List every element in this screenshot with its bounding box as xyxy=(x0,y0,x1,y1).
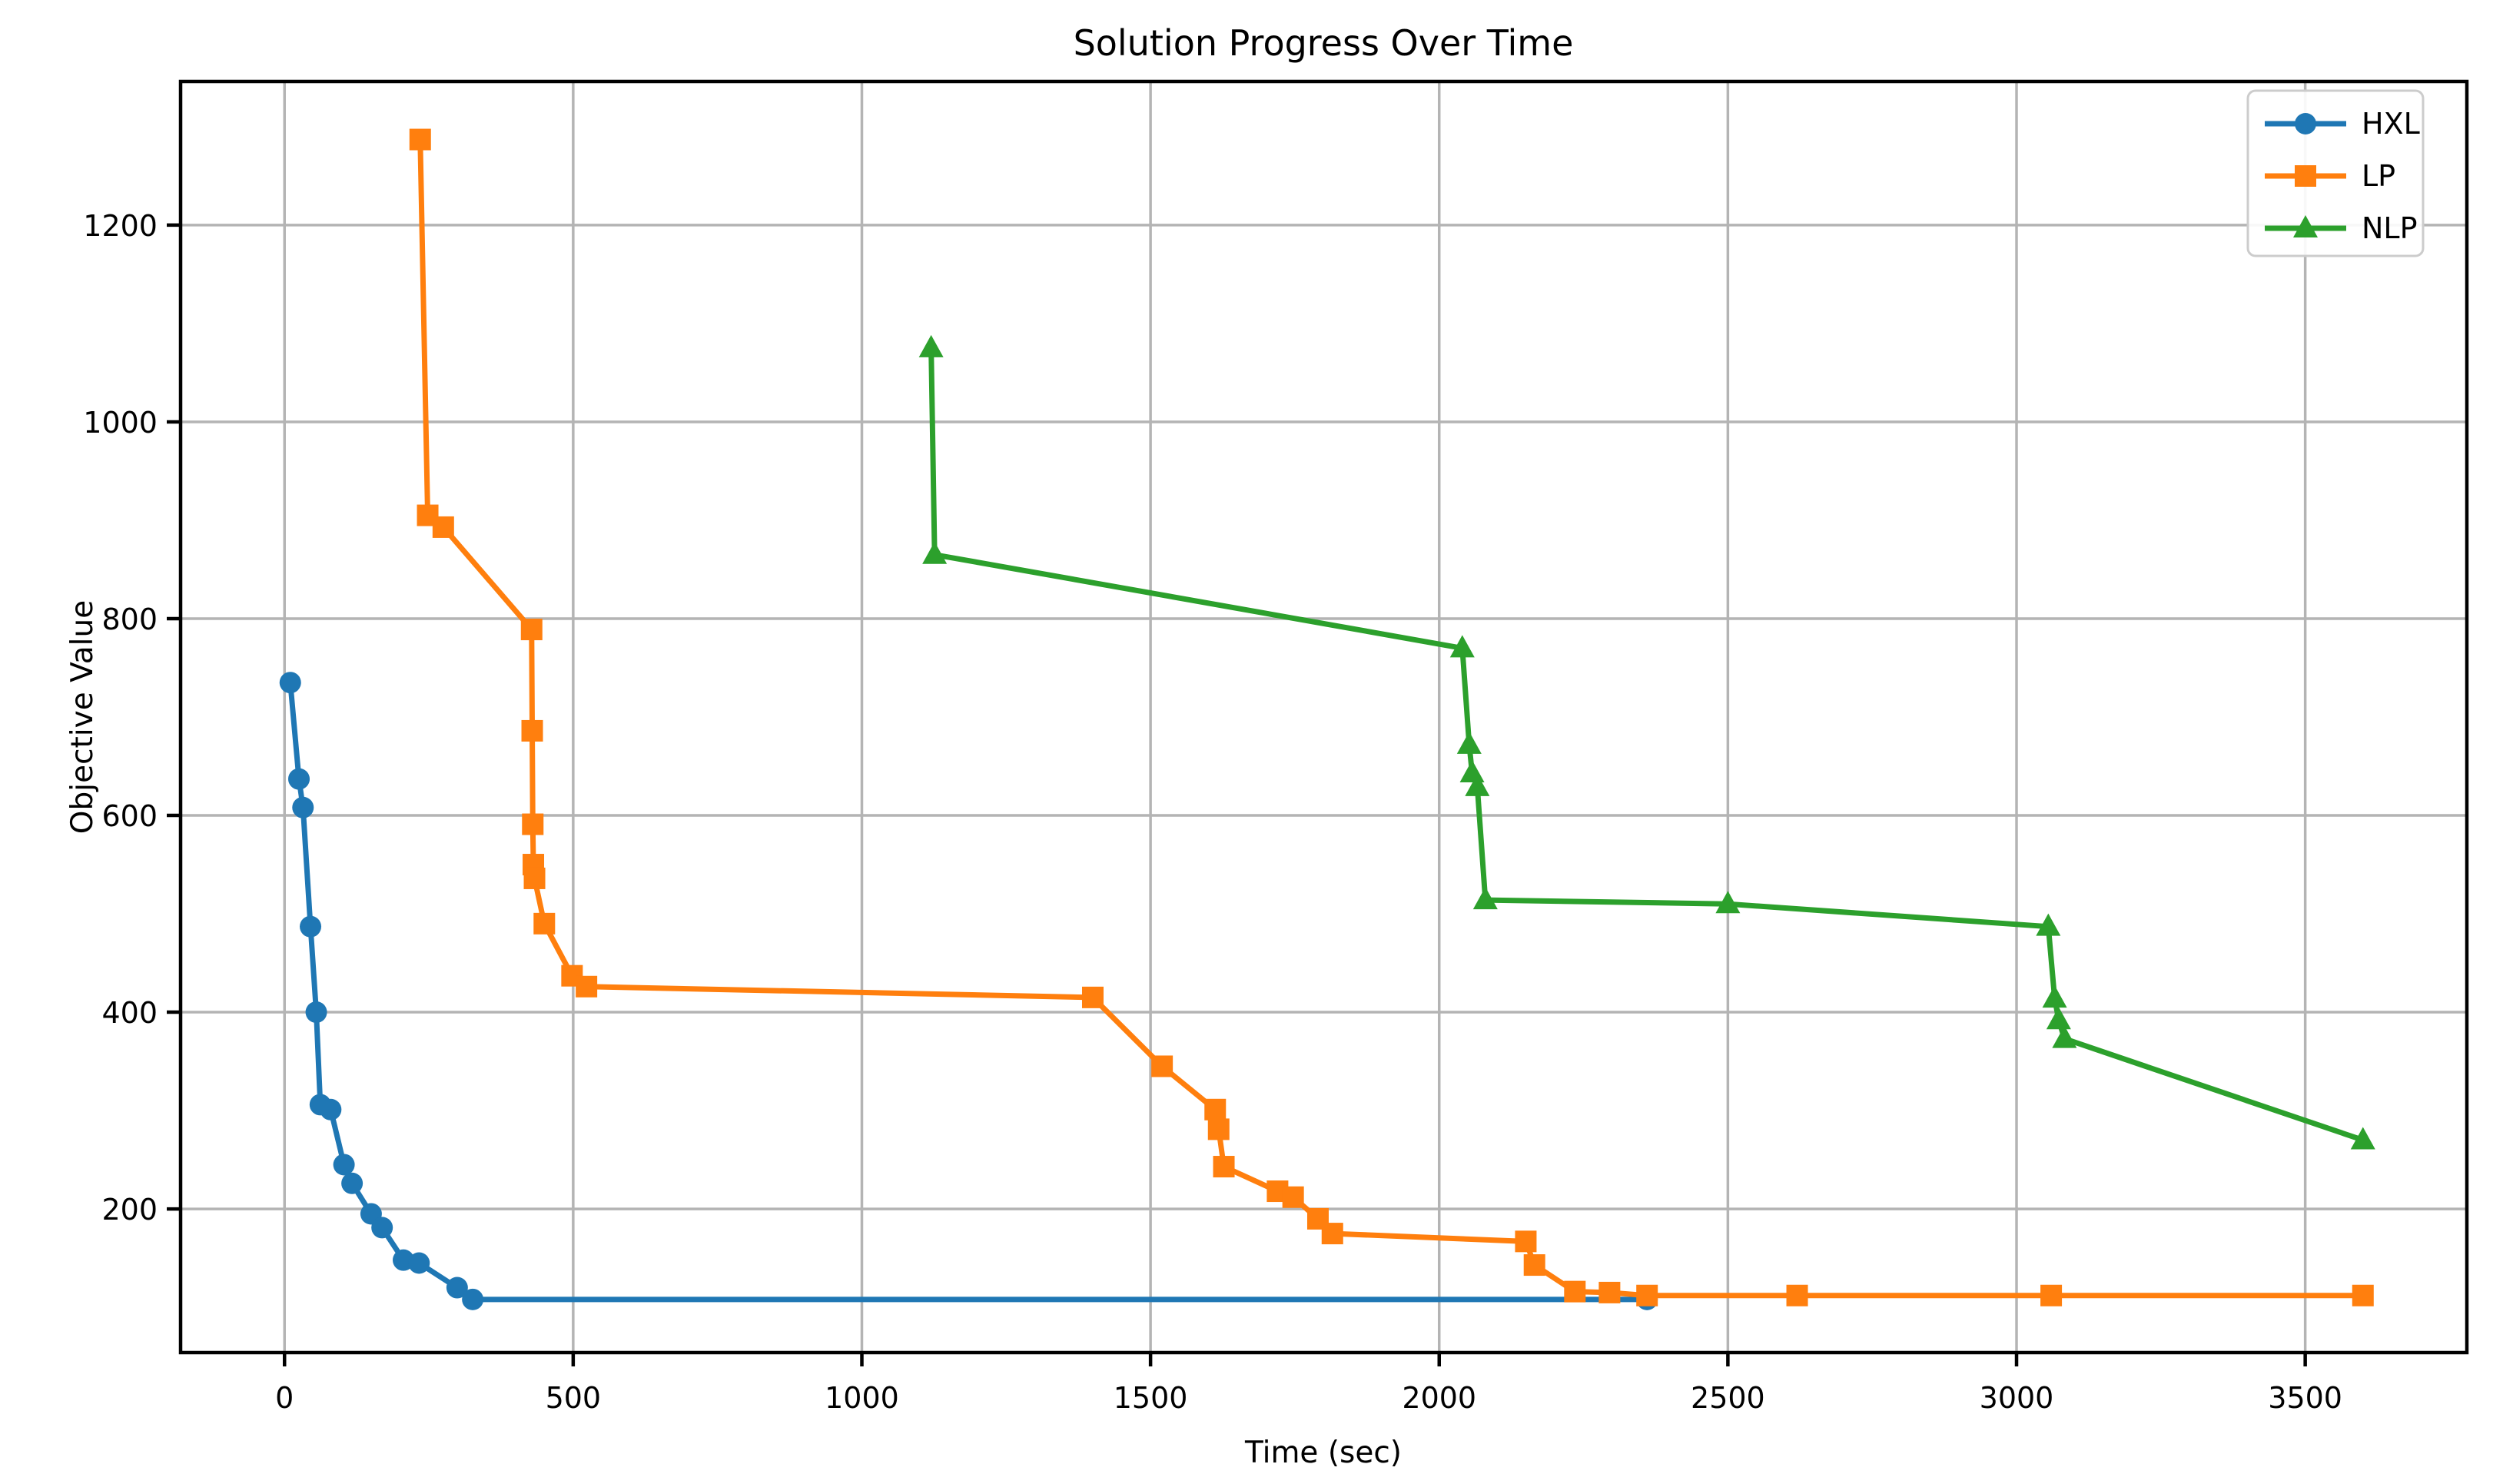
legend-hxl-marker xyxy=(2295,113,2316,134)
x-tick-label-3500: 3500 xyxy=(2268,1381,2342,1415)
series-lp-marker xyxy=(409,128,431,151)
legend-label-lp: LP xyxy=(2362,159,2395,193)
series-lp-marker xyxy=(520,619,543,641)
y-tick-label-800: 800 xyxy=(101,603,158,636)
series-lp-marker xyxy=(1081,986,1104,1008)
plot-border xyxy=(178,79,2469,1355)
series-lp-marker xyxy=(1515,1230,1537,1253)
series-lp-marker xyxy=(1636,1284,1658,1306)
y-axis-label: Objective Value xyxy=(65,600,100,834)
series-hxl-marker xyxy=(462,1288,484,1310)
series-nlp-marker xyxy=(1449,635,1475,658)
series-hxl-line xyxy=(287,679,1650,1303)
series-hxl-marker xyxy=(341,1172,363,1194)
series-hxl-marker xyxy=(333,1154,355,1176)
x-tick-label-0: 0 xyxy=(275,1381,294,1415)
legend-label-nlp: NLP xyxy=(2362,211,2418,245)
tick-labels: 0 500 1000 1500 2000 2500 3000 3500 200 400 600 800… xyxy=(83,209,2342,1415)
y-tick-label-1200: 1200 xyxy=(83,209,158,243)
y-tick-label-400: 400 xyxy=(101,996,158,1030)
x-tick-label-3000: 3000 xyxy=(1980,1381,2054,1415)
series-lp-marker xyxy=(432,516,454,538)
grid-lines xyxy=(181,81,2467,1353)
series-lp xyxy=(409,128,2374,1306)
series-nlp-marker xyxy=(2350,1127,2375,1150)
series-nlp-marker xyxy=(2046,1007,2071,1030)
series-hxl-marker xyxy=(292,796,314,818)
series-lp-marker xyxy=(1151,1055,1173,1077)
series-nlp-line xyxy=(928,345,2366,1143)
series-lp-marker xyxy=(576,975,598,998)
series-hxl-marker xyxy=(446,1277,468,1299)
series-lp-marker xyxy=(521,719,543,742)
series-nlp-marker xyxy=(1465,773,1490,796)
series-hxl-marker xyxy=(305,1001,327,1024)
x-tick-label-1500: 1500 xyxy=(1114,1381,1188,1415)
series-lp-marker xyxy=(1523,1254,1545,1277)
series-hxl-marker xyxy=(408,1252,430,1274)
series-lp-marker xyxy=(523,867,546,889)
legend-nlp-marker xyxy=(2293,215,2318,237)
y-tick-label-1000: 1000 xyxy=(83,406,158,440)
legend-lp-marker xyxy=(2295,165,2316,187)
legend-item-nlp: NLP xyxy=(2265,211,2418,245)
x-tick-label-1000: 1000 xyxy=(825,1381,899,1415)
series-nlp-marker xyxy=(1459,759,1485,782)
series-nlp-marker xyxy=(2036,913,2061,936)
series-hxl-marker xyxy=(279,672,301,694)
series-lp-marker xyxy=(1564,1280,1586,1303)
x-tick-label-2000: 2000 xyxy=(1402,1381,1476,1415)
series-nlp-marker xyxy=(918,334,944,357)
series-lp-marker xyxy=(1207,1118,1230,1140)
series-nlp-marker xyxy=(2052,1025,2077,1048)
series-lp-line xyxy=(417,137,2366,1299)
series-lp-marker xyxy=(1598,1281,1621,1303)
series-lp-marker xyxy=(2352,1284,2374,1306)
series-lp-marker xyxy=(522,813,544,835)
series-lp-marker xyxy=(1786,1284,1808,1306)
series-lp-marker xyxy=(1321,1223,1343,1245)
series-nlp-marker xyxy=(922,541,948,564)
series-lp-marker xyxy=(533,912,556,935)
x-tick-label-2500: 2500 xyxy=(1691,1381,1765,1415)
series-hxl-marker xyxy=(320,1098,342,1120)
series-nlp xyxy=(918,334,2375,1150)
data-series xyxy=(279,128,2375,1310)
series-lp-marker xyxy=(1204,1098,1227,1120)
series-nlp-marker xyxy=(1715,891,1741,914)
x-tick-label-500: 500 xyxy=(546,1381,602,1415)
axis-ticks xyxy=(167,223,2307,1366)
legend-item-hxl: HXL xyxy=(2265,107,2420,141)
chart-title: Solution Progress Over Time xyxy=(1074,22,1574,64)
legend: HXL LP NLP xyxy=(2246,89,2425,257)
series-hxl-marker xyxy=(371,1217,393,1239)
series-hxl xyxy=(279,672,1658,1310)
series-nlp-marker xyxy=(2042,985,2067,1008)
series-lp-marker xyxy=(1213,1156,1235,1178)
series-hxl-marker xyxy=(288,768,310,790)
legend-item-lp: LP xyxy=(2265,159,2395,193)
y-tick-label-600: 600 xyxy=(101,799,158,833)
x-axis-label: Time (sec) xyxy=(1244,1436,1402,1470)
series-nlp-marker xyxy=(1456,731,1482,754)
legend-label-hxl: HXL xyxy=(2362,107,2420,141)
y-tick-label-200: 200 xyxy=(101,1193,158,1227)
series-hxl-marker xyxy=(300,915,322,938)
series-lp-marker xyxy=(2040,1284,2063,1306)
series-lp-marker xyxy=(1282,1186,1304,1208)
series-nlp-marker xyxy=(1472,887,1498,910)
